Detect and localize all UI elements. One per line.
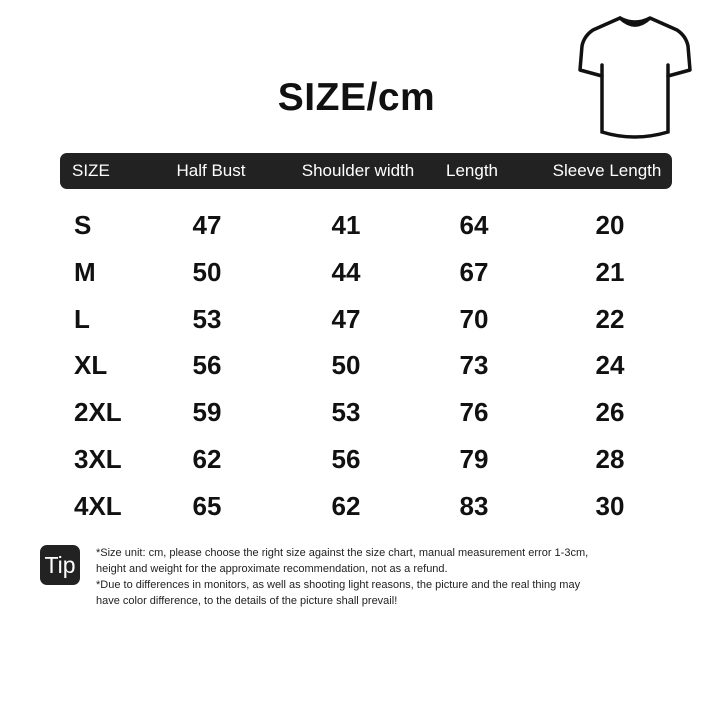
table-cell: 28 [595,444,625,474]
table-cell: 62 [331,490,361,521]
size-label: S [74,210,92,240]
table-cell: 53 [331,397,361,428]
table-cell: 79 [459,444,489,474]
table-cell: 65 [192,490,222,521]
header-size: SIZE [72,161,110,180]
note-line: height and weight for the approximate re… [96,563,448,575]
table-cell: 47 [192,210,222,240]
header-half-bust: Half Bust [176,161,246,180]
table-row: S 47 41 64 20 [0,204,713,244]
note-line: *Size unit: cm, please choose the right … [96,547,589,559]
table-cell: 64 [459,210,489,240]
table-cell: 44 [331,256,361,287]
table-cell: 30 [595,490,625,521]
table-cell: 47 [331,303,361,334]
table-cell: 50 [192,256,222,287]
size-label: 2XL [74,397,122,428]
size-label: 3XL [74,444,122,474]
table-row: 2XL 59 53 76 26 [0,391,713,431]
table-cell: 59 [192,397,222,428]
table-cell: 21 [595,256,625,287]
table-cell: 70 [459,303,489,334]
table-cell: 73 [459,350,489,381]
size-label: L [74,303,90,334]
note-line: *Due to differences in monitors, as well… [96,579,581,591]
size-label: M [74,256,96,287]
t-shirt-icon [578,16,692,139]
header-shoulder-width: Shoulder width [301,161,415,180]
size-label: 4XL [74,490,122,521]
header-sleeve-length: Sleeve Length [552,161,662,180]
table-cell: 53 [192,303,222,334]
table-cell: 56 [192,350,222,381]
table-cell: 41 [331,210,361,240]
note-line: have color difference, to the details of… [96,595,398,607]
size-label: XL [74,350,108,381]
table-cell: 26 [595,397,625,428]
table-cell: 83 [459,490,489,521]
table-cell: 56 [331,444,361,474]
tip-badge: Tip [40,545,80,585]
table-row: 3XL 62 56 79 28 [0,438,713,478]
header-length: Length [446,161,498,180]
table-row: L 53 47 70 22 [0,298,713,338]
tip-notes: *Size unit: cm, please choose the right … [96,545,666,609]
table-cell: 50 [331,350,361,381]
table-cell: 24 [595,350,625,381]
table-row: XL 56 50 73 24 [0,344,713,384]
table-cell: 67 [459,256,489,287]
table-row: 4XL 65 62 83 30 [0,485,713,525]
table-cell: 76 [459,397,489,428]
table-row: M 50 44 67 21 [0,251,713,291]
page-title: SIZE/cm [277,76,436,119]
table-cell: 20 [595,210,625,240]
table-header: SIZE Half Bust Shoulder width Length Sle… [60,153,672,189]
table-cell: 22 [595,303,625,334]
table-cell: 62 [192,444,222,474]
